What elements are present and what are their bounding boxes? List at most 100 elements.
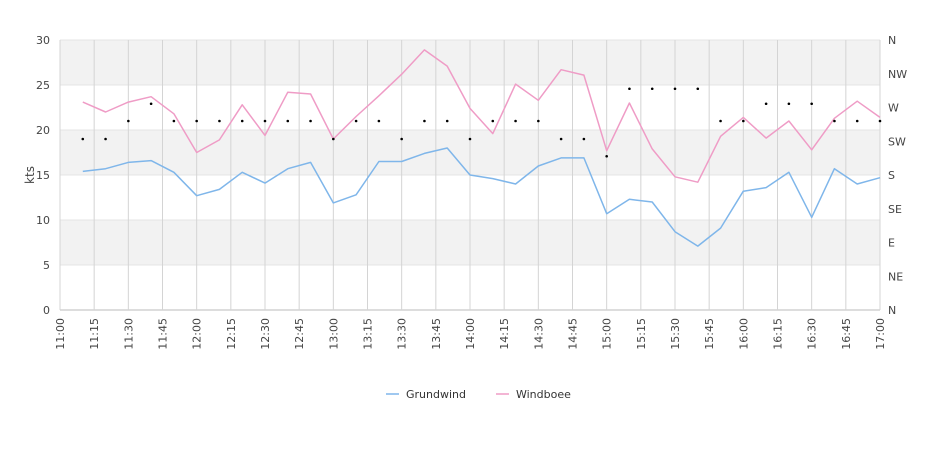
series-line-windboee bbox=[82, 49, 881, 183]
data-point-grundwind bbox=[514, 182, 518, 186]
direction-point bbox=[309, 119, 312, 123]
direction-point bbox=[263, 119, 267, 123]
direction-point bbox=[332, 137, 335, 141]
data-point-grundwind bbox=[286, 167, 290, 171]
x-tick-label: 13:45 bbox=[430, 318, 443, 350]
series-lines bbox=[81, 48, 882, 248]
x-tick-label: 11:45 bbox=[157, 318, 170, 350]
data-point-windboee bbox=[605, 149, 609, 153]
direction-point bbox=[468, 137, 472, 141]
direction-tick-label: E bbox=[888, 237, 895, 250]
direction-tick-label: NW bbox=[888, 68, 907, 81]
data-point-grundwind bbox=[104, 167, 108, 171]
data-point-grundwind bbox=[172, 170, 176, 174]
legend-label: Grundwind bbox=[406, 388, 466, 401]
direction-point bbox=[742, 119, 745, 123]
data-point-grundwind bbox=[536, 164, 540, 168]
y-axis-tick-labels: 0 5 10 15 20 25 30 bbox=[36, 34, 50, 317]
direction-point bbox=[377, 119, 381, 123]
direction-point bbox=[195, 119, 198, 123]
x-tick-label: 16:30 bbox=[806, 318, 819, 350]
data-point-windboee bbox=[240, 103, 244, 107]
data-point-grundwind bbox=[126, 160, 130, 164]
data-point-windboee bbox=[81, 100, 85, 104]
data-point-windboee bbox=[559, 68, 563, 72]
direction-point bbox=[855, 119, 859, 123]
direction-tick-label: SE bbox=[888, 203, 902, 216]
direction-point bbox=[354, 119, 358, 123]
data-point-windboee bbox=[149, 95, 153, 99]
y-tick-label: 15 bbox=[36, 169, 50, 182]
data-point-grundwind bbox=[331, 201, 335, 205]
data-point-grundwind bbox=[605, 212, 609, 216]
data-point-windboee bbox=[422, 48, 426, 52]
y-tick-label: 0 bbox=[43, 304, 50, 317]
data-point-grundwind bbox=[400, 160, 404, 164]
direction-point bbox=[81, 137, 85, 141]
data-point-windboee bbox=[673, 175, 677, 179]
data-point-grundwind bbox=[81, 169, 85, 173]
data-point-grundwind bbox=[149, 159, 153, 163]
x-tick-label: 14:15 bbox=[498, 318, 511, 350]
data-point-grundwind bbox=[650, 200, 654, 204]
direction-point bbox=[787, 102, 791, 106]
x-tick-label: 16:45 bbox=[840, 318, 853, 350]
direction-point bbox=[810, 102, 813, 106]
x-tick-label: 12:45 bbox=[293, 318, 306, 350]
direction-tick-label: N bbox=[888, 304, 896, 317]
y-tick-label: 5 bbox=[43, 259, 50, 272]
data-point-grundwind bbox=[878, 176, 882, 180]
y-axis-title: kts bbox=[23, 166, 37, 184]
data-point-windboee bbox=[627, 101, 631, 105]
data-point-grundwind bbox=[195, 194, 199, 198]
data-point-grundwind bbox=[696, 244, 700, 248]
vertical-grid bbox=[59, 40, 881, 310]
direction-point bbox=[172, 119, 176, 123]
data-point-windboee bbox=[650, 147, 654, 151]
data-point-grundwind bbox=[810, 215, 814, 219]
direction-points bbox=[81, 87, 882, 158]
direction-tick-label: NE bbox=[888, 270, 903, 283]
x-tick-label: 12:30 bbox=[259, 318, 272, 350]
direction-point bbox=[127, 119, 130, 123]
x-tick-label: 12:15 bbox=[225, 318, 238, 350]
data-point-windboee bbox=[104, 110, 108, 114]
direction-point bbox=[719, 119, 722, 123]
series-line-grundwind bbox=[82, 147, 881, 247]
direction-point bbox=[423, 119, 426, 123]
data-point-windboee bbox=[126, 100, 130, 104]
data-point-windboee bbox=[195, 151, 199, 155]
data-point-windboee bbox=[764, 136, 768, 140]
data-point-grundwind bbox=[559, 156, 563, 160]
data-point-grundwind bbox=[764, 186, 768, 190]
direction-point bbox=[514, 119, 517, 123]
data-point-grundwind bbox=[582, 156, 586, 160]
direction-point bbox=[628, 87, 631, 91]
data-point-windboee bbox=[172, 112, 176, 116]
x-tick-label: 11:15 bbox=[88, 318, 101, 350]
x-tick-label: 15:30 bbox=[669, 318, 682, 350]
direction-tick-label: S bbox=[888, 169, 895, 182]
data-point-windboee bbox=[514, 82, 518, 86]
x-tick-label: 15:00 bbox=[601, 318, 614, 350]
x-tick-label: 16:00 bbox=[737, 318, 750, 350]
x-axis-tick-labels: 11:00 11:15 11:30 11:45 12:00 12:15 12:30 12:45… bbox=[54, 318, 887, 350]
y-tick-label: 25 bbox=[36, 79, 50, 92]
direction-point bbox=[605, 154, 608, 158]
data-point-windboee bbox=[400, 72, 404, 76]
direction-tick-label: W bbox=[888, 102, 899, 115]
data-point-windboee bbox=[582, 73, 586, 77]
legend-label: Windboee bbox=[516, 388, 571, 401]
x-tick-label: 14:00 bbox=[464, 318, 477, 350]
data-point-windboee bbox=[536, 98, 540, 102]
data-point-windboee bbox=[855, 99, 859, 103]
direction-point bbox=[878, 119, 882, 123]
data-point-windboee bbox=[696, 180, 700, 184]
x-tick-label: 12:00 bbox=[191, 318, 204, 350]
x-tick-label: 13:30 bbox=[396, 318, 409, 350]
data-point-grundwind bbox=[240, 170, 244, 174]
y-tick-label: 30 bbox=[36, 34, 50, 47]
data-point-grundwind bbox=[217, 187, 221, 191]
data-point-grundwind bbox=[445, 146, 449, 150]
